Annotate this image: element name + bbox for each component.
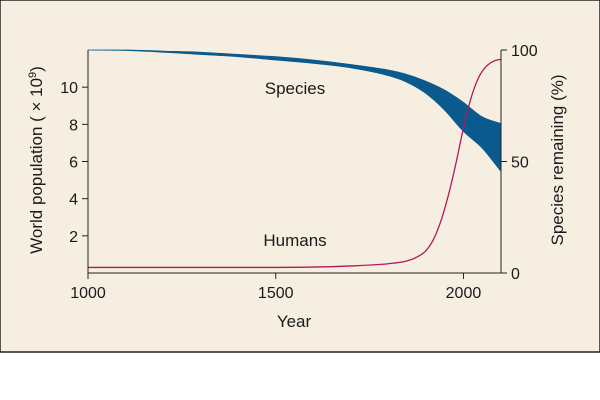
x-tick-label: 1000 [70,285,106,302]
x-tick-label: 1500 [258,285,294,302]
y-left-tick-label: 8 [69,117,78,134]
y-right-tick-label: 100 [511,43,538,60]
y-left-tick-label: 4 [69,192,78,209]
x-tick-label: 2000 [446,285,482,302]
y-axis-left-title-text: World population ( × 10 [27,78,46,254]
y-axis-left-title-exponent: 9 [27,72,39,78]
y-left-tick-label: 10 [60,80,78,97]
y-left-tick-label: 6 [69,155,78,172]
y-right-tick-label: 0 [511,266,520,283]
y-axis-right-title: Species remaining (%) [548,74,567,245]
humans-series-label: Humans [263,231,326,250]
y-axis-left-title-suffix: ) [27,66,46,72]
y-axis-left-title: World population ( × 109) [27,66,46,254]
humans-line [88,58,502,269]
y-right-tick-label: 50 [511,155,529,172]
y-left-tick-label: 2 [69,229,78,246]
x-axis-title: Year [277,312,312,331]
species-series-label: Species [265,79,325,98]
plot-area [82,49,507,279]
